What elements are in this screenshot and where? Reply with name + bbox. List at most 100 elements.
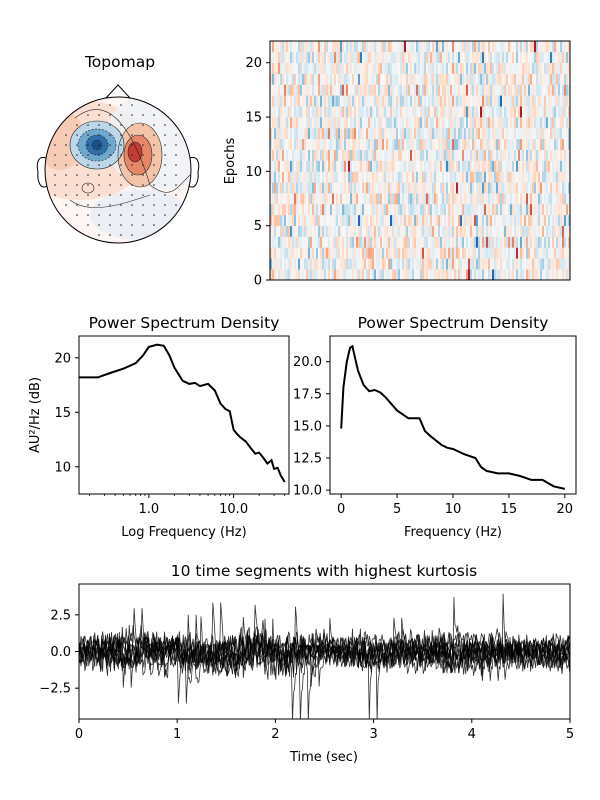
epoch-cell [444, 160, 447, 172]
epoch-cell [462, 269, 465, 281]
epoch-cell [278, 95, 281, 107]
epoch-cell [312, 127, 315, 140]
epoch-cell [532, 117, 535, 129]
epoch-cell [376, 84, 379, 96]
epoch-cell [424, 225, 427, 237]
epoch-cell [388, 149, 391, 161]
epoch-cell [424, 269, 427, 281]
epoch-cell [404, 149, 407, 161]
epoch-cell [356, 214, 359, 226]
epoch-cell [458, 62, 461, 74]
epoch-cell [540, 149, 543, 161]
epoch-cell [278, 127, 281, 140]
epoch-cell [522, 127, 525, 140]
epoch-cell [506, 138, 509, 150]
epoch-cell [526, 73, 529, 85]
epoch-cell [444, 193, 447, 205]
epoch-cell [558, 138, 561, 150]
epoch-cell [562, 236, 565, 248]
epoch-cell [564, 203, 567, 216]
epoch-cell [524, 236, 527, 248]
epoch-cell [310, 138, 313, 150]
epoch-cell [424, 62, 427, 74]
epoch-cell [564, 236, 567, 248]
epoch-cell [296, 117, 299, 129]
epoch-cell [560, 84, 563, 96]
epoch-cell [332, 182, 335, 194]
epoch-cell [398, 84, 401, 96]
epoch-cell [374, 127, 377, 140]
epoch-cell [332, 149, 335, 161]
epoch-cell [442, 149, 445, 161]
segment-line [79, 618, 570, 719]
epoch-cell [336, 117, 339, 129]
epoch-cell [496, 193, 499, 205]
epoch-cell [466, 138, 469, 150]
epoch-cell [352, 106, 355, 118]
epoch-cell [540, 138, 543, 150]
epoch-cell [318, 214, 321, 226]
epoch-cell [306, 127, 309, 140]
epoch-cell [446, 106, 449, 118]
epoch-cell [292, 117, 295, 129]
epoch-cell [544, 106, 547, 118]
epoch-cell [538, 149, 541, 161]
epoch-cell [344, 62, 347, 74]
sensor-dot [87, 154, 89, 156]
epoch-cell [380, 182, 383, 194]
epoch-cell [530, 51, 533, 64]
epoch-cell [434, 160, 437, 172]
epoch-cell [398, 236, 401, 248]
epoch-cell [456, 182, 459, 194]
epoch-cell [276, 51, 279, 64]
epoch-cell [312, 203, 315, 216]
sensor-dot [76, 164, 78, 166]
epoch-cell [482, 225, 485, 237]
epoch-cell [524, 62, 527, 74]
epoch-cell [342, 171, 345, 183]
epoch-cell [442, 171, 445, 183]
epoch-cell [484, 51, 487, 64]
epoch-cell [456, 269, 459, 281]
epoch-cell [554, 247, 557, 259]
epoch-cell [420, 193, 423, 205]
epoch-cell [492, 247, 495, 259]
epoch-cell [288, 62, 291, 74]
epoch-cell [392, 269, 395, 281]
epoch-cell [334, 171, 337, 183]
epoch-cell [420, 117, 423, 129]
epoch-cell [314, 258, 317, 270]
epoch-cell [568, 41, 571, 53]
epoch-cell [540, 214, 543, 226]
epoch-cell [362, 73, 365, 85]
epoch-cell [516, 193, 519, 205]
epoch-cell [302, 247, 305, 259]
epoch-cell [556, 138, 559, 150]
epoch-cell [324, 127, 327, 140]
epoch-cell [280, 203, 283, 216]
epoch-cell [300, 269, 303, 281]
epoch-cell [524, 247, 527, 259]
epoch-cell [444, 269, 447, 281]
epoch-cell [346, 171, 349, 183]
epoch-cell [476, 236, 479, 248]
epoch-cell [412, 203, 415, 216]
epoch-cell [282, 117, 285, 129]
epoch-cell [520, 203, 523, 216]
epoch-cell [418, 258, 421, 270]
epoch-cell [536, 236, 539, 248]
epoch-cell [408, 193, 411, 205]
epoch-cell [296, 41, 299, 53]
epoch-cell [484, 214, 487, 226]
epoch-cell [318, 106, 321, 118]
epoch-cell [456, 149, 459, 161]
epoch-cell [532, 84, 535, 96]
epoch-cell [444, 106, 447, 118]
epoch-cell [542, 41, 545, 53]
epoch-cell [270, 171, 273, 183]
sensor-dot [142, 144, 144, 146]
epoch-cell [328, 149, 331, 161]
epoch-cell [568, 247, 571, 259]
epoch-cell [544, 171, 547, 183]
epoch-cell [300, 149, 303, 161]
